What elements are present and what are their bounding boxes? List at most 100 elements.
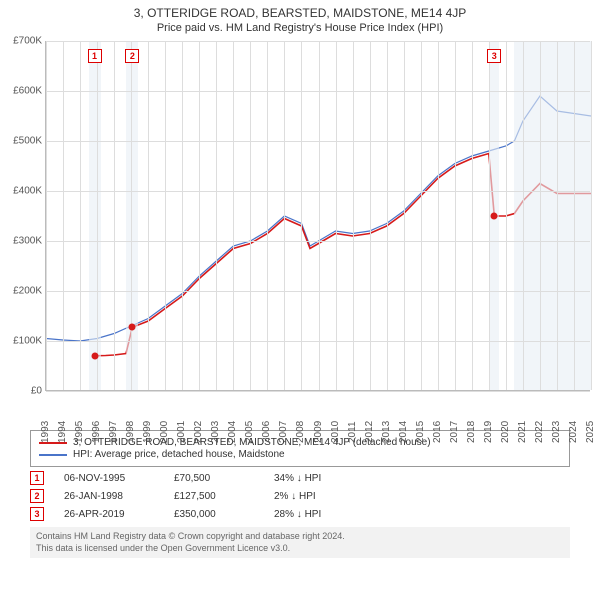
gridline-v — [506, 41, 507, 390]
table-row: 1 06-NOV-1995 £70,500 34% ↓ HPI — [30, 471, 570, 485]
table-row: 3 26-APR-2019 £350,000 28% ↓ HPI — [30, 507, 570, 521]
x-axis-label: 2022 — [534, 421, 545, 443]
shaded-band — [514, 41, 591, 390]
gridline-v — [353, 41, 354, 390]
x-axis-label: 2012 — [364, 421, 375, 443]
x-axis-label: 2006 — [261, 421, 272, 443]
transaction-table: 1 06-NOV-1995 £70,500 34% ↓ HPI 2 26-JAN… — [30, 471, 570, 521]
gridline-v — [267, 41, 268, 390]
x-axis-label: 2020 — [500, 421, 511, 443]
row-delta: 28% ↓ HPI — [274, 509, 321, 520]
gridline-v — [574, 41, 575, 390]
row-delta: 34% ↓ HPI — [274, 473, 321, 484]
gridline-v — [131, 41, 132, 390]
row-marker: 1 — [30, 471, 44, 485]
gridline-v — [97, 41, 98, 390]
shaded-band — [89, 41, 101, 390]
price-marker-box: 1 — [88, 49, 102, 63]
gridline-v — [370, 41, 371, 390]
gridline-v — [284, 41, 285, 390]
x-axis-label: 2002 — [193, 421, 204, 443]
gridline-v — [387, 41, 388, 390]
x-axis-label: 1993 — [40, 421, 51, 443]
x-axis-label: 2014 — [398, 421, 409, 443]
footer-line: Contains HM Land Registry data © Crown c… — [36, 531, 564, 543]
gridline-v — [46, 41, 47, 390]
y-axis-label: £400K — [0, 186, 42, 197]
plot-region: 1 2 3 — [45, 41, 590, 391]
gridline-v — [540, 41, 541, 390]
price-marker-box: 3 — [487, 49, 501, 63]
gridline-v — [455, 41, 456, 390]
y-axis-label: £500K — [0, 136, 42, 147]
gridline-v — [336, 41, 337, 390]
chart-subtitle: Price paid vs. HM Land Registry's House … — [0, 22, 600, 34]
gridline-v — [557, 41, 558, 390]
gridline-v — [63, 41, 64, 390]
row-marker: 3 — [30, 507, 44, 521]
row-price: £127,500 — [174, 491, 254, 502]
gridline-v — [199, 41, 200, 390]
price-dot — [129, 324, 136, 331]
gridline-v — [489, 41, 490, 390]
x-axis-label: 2007 — [278, 421, 289, 443]
x-axis-label: 2005 — [244, 421, 255, 443]
gridline-v — [301, 41, 302, 390]
row-delta: 2% ↓ HPI — [274, 491, 316, 502]
legend-item: HPI: Average price, detached house, Maid… — [39, 449, 561, 460]
y-axis-label: £300K — [0, 236, 42, 247]
x-axis-label: 2025 — [585, 421, 596, 443]
gridline-v — [182, 41, 183, 390]
price-marker-box: 2 — [125, 49, 139, 63]
chart-header: 3, OTTERIDGE ROAD, BEARSTED, MAIDSTONE, … — [0, 0, 600, 36]
y-axis-label: £200K — [0, 286, 42, 297]
x-axis-label: 1996 — [91, 421, 102, 443]
table-row: 2 26-JAN-1998 £127,500 2% ↓ HPI — [30, 489, 570, 503]
x-axis-label: 2013 — [381, 421, 392, 443]
gridline-v — [233, 41, 234, 390]
gridline-v — [319, 41, 320, 390]
row-date: 26-APR-2019 — [64, 509, 154, 520]
x-axis-label: 2015 — [415, 421, 426, 443]
x-axis-label: 2001 — [176, 421, 187, 443]
footer-line: This data is licensed under the Open Gov… — [36, 543, 564, 555]
gridline-v — [438, 41, 439, 390]
row-price: £70,500 — [174, 473, 254, 484]
price-dot — [91, 352, 98, 359]
x-axis-label: 2004 — [227, 421, 238, 443]
row-date: 06-NOV-1995 — [64, 473, 154, 484]
x-axis-label: 2016 — [432, 421, 443, 443]
x-axis-label: 2023 — [551, 421, 562, 443]
chart-area: 123 £0£100K£200K£300K£400K£500K£600K£700… — [0, 36, 600, 426]
x-axis-label: 2009 — [313, 421, 324, 443]
x-axis-label: 1999 — [142, 421, 153, 443]
y-axis-label: £100K — [0, 336, 42, 347]
price-dot — [491, 213, 498, 220]
y-axis-label: £0 — [0, 386, 42, 397]
x-axis-label: 1995 — [74, 421, 85, 443]
gridline-v — [114, 41, 115, 390]
x-axis-label: 2018 — [466, 421, 477, 443]
x-axis-label: 1997 — [108, 421, 119, 443]
x-axis-label: 2017 — [449, 421, 460, 443]
x-axis-label: 2019 — [483, 421, 494, 443]
x-axis-label: 2000 — [159, 421, 170, 443]
x-axis-label: 2003 — [210, 421, 221, 443]
x-axis-label: 2021 — [517, 421, 528, 443]
legend-swatch — [39, 454, 67, 456]
gridline-v — [404, 41, 405, 390]
row-marker: 2 — [30, 489, 44, 503]
gridline-v — [148, 41, 149, 390]
x-axis-label: 2010 — [330, 421, 341, 443]
y-axis-label: £700K — [0, 36, 42, 47]
gridline-h — [46, 391, 590, 392]
x-axis-label: 1994 — [57, 421, 68, 443]
gridline-v — [250, 41, 251, 390]
footer-attribution: Contains HM Land Registry data © Crown c… — [30, 527, 570, 558]
gridline-v — [80, 41, 81, 390]
x-axis-label: 2024 — [568, 421, 579, 443]
chart-title: 3, OTTERIDGE ROAD, BEARSTED, MAIDSTONE, … — [0, 6, 600, 20]
x-axis-label: 2011 — [347, 421, 358, 443]
gridline-v — [523, 41, 524, 390]
x-axis-label: 2008 — [295, 421, 306, 443]
